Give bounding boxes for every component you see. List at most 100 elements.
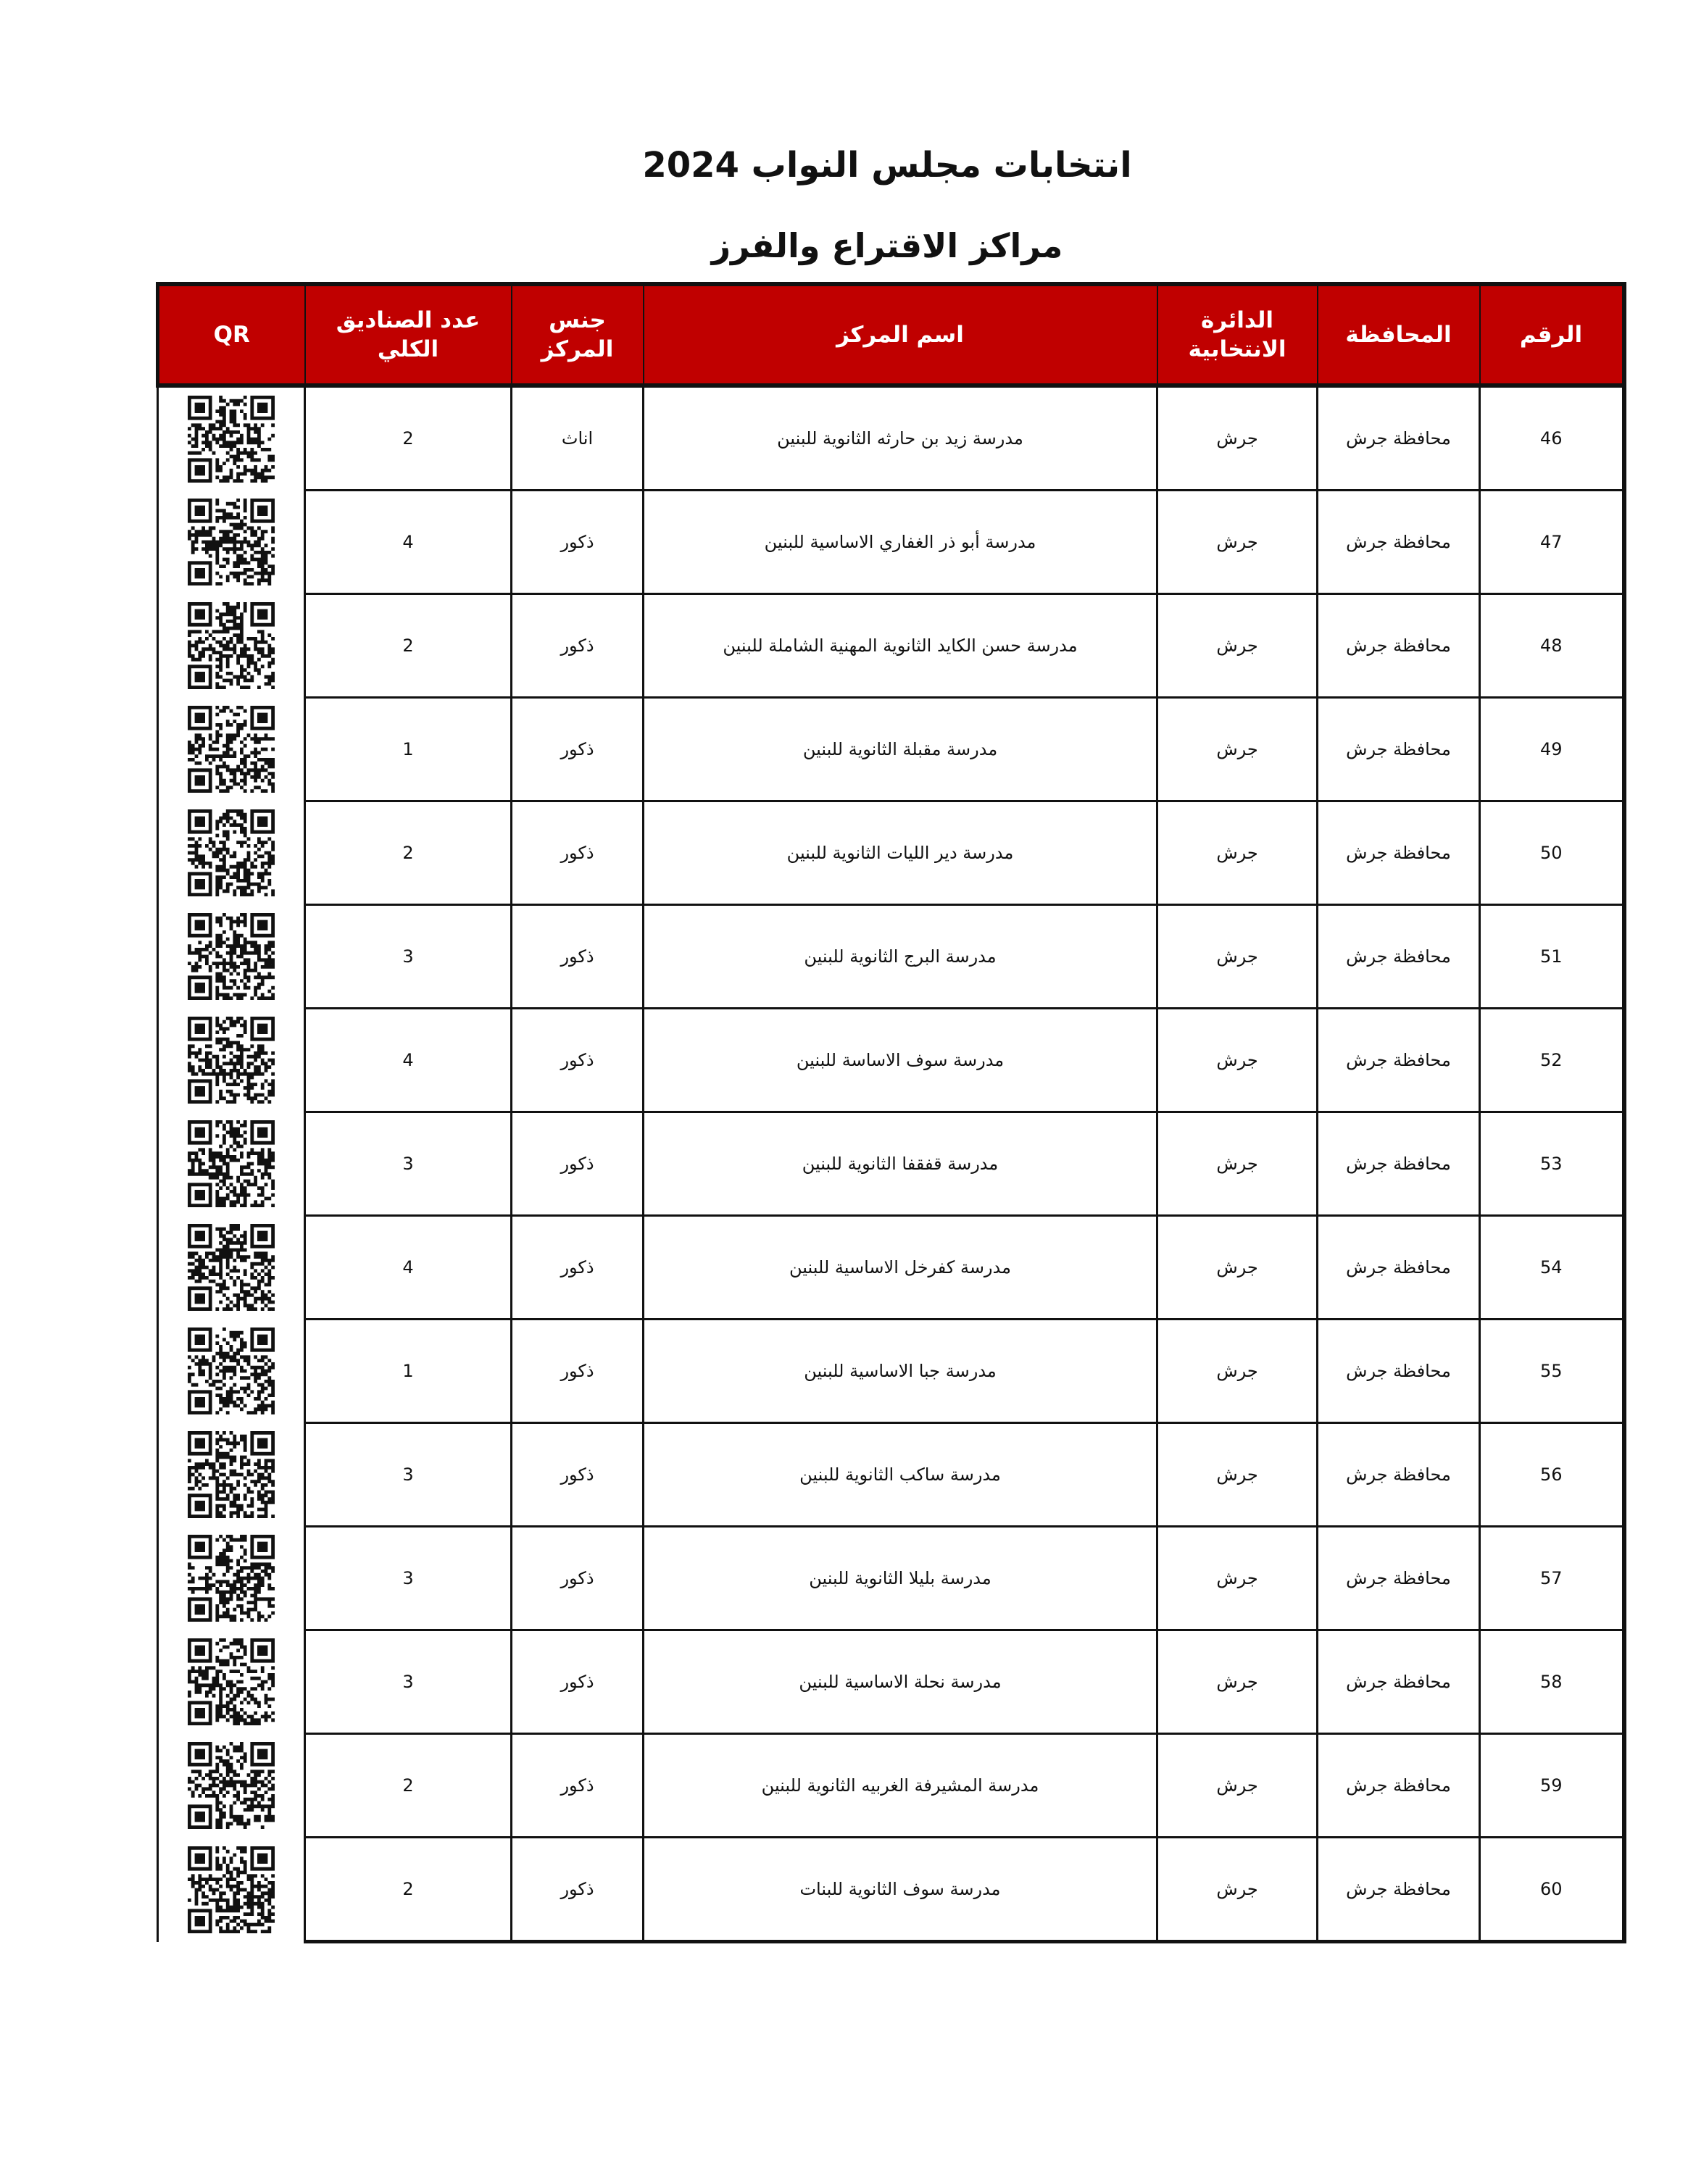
header-total-boxes: عدد الصناديق الكلي xyxy=(304,282,512,388)
center-name-cell: مدرسة سوف الثانوية للبنات xyxy=(642,1836,1158,1943)
total-boxes-cell: 2 xyxy=(304,1836,512,1943)
table-row: 53 محافظة جرش جرش مدرسة قفقفا الثانوية للبن… xyxy=(157,1111,1626,1217)
governorate-cell: محافظة جرش xyxy=(1316,1318,1481,1424)
center-gender-cell: ذكور xyxy=(510,1318,644,1424)
total-boxes-cell: 3 xyxy=(304,1422,512,1527)
total-boxes-cell: 1 xyxy=(304,1318,512,1424)
qr-code-cell xyxy=(157,801,306,905)
total-boxes-cell: 2 xyxy=(304,800,512,906)
center-gender-cell: اناث xyxy=(510,384,644,491)
center-gender-cell: ذكور xyxy=(510,593,644,699)
total-boxes-cell: 3 xyxy=(304,1525,512,1631)
center-name-cell: مدرسة قفقفا الثانوية للبنين xyxy=(642,1111,1158,1217)
district-cell: جرش xyxy=(1156,800,1318,906)
header-center-name: اسم المركز xyxy=(642,282,1158,388)
row-number: 47 xyxy=(1479,489,1626,595)
qr-code-icon[interactable] xyxy=(159,1328,304,1414)
qr-code-icon[interactable] xyxy=(159,1535,304,1622)
row-number: 58 xyxy=(1479,1629,1626,1735)
table-row: 60 محافظة جرش جرش مدرسة سوف الثانوية للبنات… xyxy=(157,1836,1626,1943)
qr-code-icon[interactable] xyxy=(159,1120,304,1207)
center-name-cell: مدرسة زيد بن حارثه الثانوية للبنين xyxy=(642,384,1158,491)
qr-code-cell xyxy=(157,1215,306,1320)
center-gender-cell: ذكور xyxy=(510,1422,644,1527)
governorate-cell: محافظة جرش xyxy=(1316,1525,1481,1631)
qr-code-cell xyxy=(157,904,306,1009)
row-number: 56 xyxy=(1479,1422,1626,1527)
center-name-cell: مدرسة ساكب الثانوية للبنين xyxy=(642,1422,1158,1527)
qr-code-cell xyxy=(157,1837,306,1942)
header-number: الرقم xyxy=(1479,282,1626,388)
row-number: 54 xyxy=(1479,1214,1626,1320)
table-row: 50 محافظة جرش جرش مدرسة دير الليات الثانوية… xyxy=(157,800,1626,906)
center-name-cell: مدرسة نحلة الاساسية للبنين xyxy=(642,1629,1158,1735)
qr-code-icon[interactable] xyxy=(159,1742,304,1829)
qr-code-icon[interactable] xyxy=(159,1846,304,1933)
table-row: 54 محافظة جرش جرش مدرسة كفرخل الاساسية للبن… xyxy=(157,1214,1626,1320)
center-name-cell: مدرسة البرج الثانوية للبنين xyxy=(642,904,1158,1009)
row-number: 52 xyxy=(1479,1007,1626,1113)
center-name-cell: مدرسة دير الليات الثانوية للبنين xyxy=(642,800,1158,906)
center-name-cell: مدرسة المشيرفة الغربيه الثانوية للبنين xyxy=(642,1733,1158,1838)
total-boxes-cell: 3 xyxy=(304,1629,512,1735)
qr-code-icon[interactable] xyxy=(159,809,304,896)
polling-centers-table: الرقم المحافظة الدائرة الانتخابية اسم ال… xyxy=(156,282,1626,1943)
district-cell: جرش xyxy=(1156,1318,1318,1424)
center-gender-cell: ذكور xyxy=(510,1733,644,1838)
qr-code-icon[interactable] xyxy=(159,913,304,1000)
qr-code-icon[interactable] xyxy=(159,602,304,689)
total-boxes-cell: 4 xyxy=(304,489,512,595)
qr-code-cell xyxy=(157,1630,306,1734)
qr-code-icon[interactable] xyxy=(159,1431,304,1518)
total-boxes-cell: 3 xyxy=(304,1111,512,1217)
qr-code-cell xyxy=(157,385,306,491)
center-name-cell: مدرسة سوف الاساسة للبنين xyxy=(642,1007,1158,1113)
center-gender-cell: ذكور xyxy=(510,1629,644,1735)
row-number: 51 xyxy=(1479,904,1626,1009)
header-center-gender: جنس المركز xyxy=(510,282,644,388)
center-gender-cell: ذكور xyxy=(510,904,644,1009)
center-gender-cell: ذكور xyxy=(510,696,644,802)
qr-code-icon[interactable] xyxy=(159,1224,304,1311)
row-number: 57 xyxy=(1479,1525,1626,1631)
center-name-cell: مدرسة بليلا الثانوية للبنين xyxy=(642,1525,1158,1631)
qr-code-icon[interactable] xyxy=(159,1638,304,1725)
row-number: 55 xyxy=(1479,1318,1626,1424)
center-gender-cell: ذكور xyxy=(510,489,644,595)
qr-code-cell xyxy=(157,1112,306,1216)
center-gender-cell: ذكور xyxy=(510,1111,644,1217)
total-boxes-cell: 1 xyxy=(304,696,512,802)
table-row: 58 محافظة جرش جرش مدرسة نحلة الاساسية للبني… xyxy=(157,1629,1626,1735)
governorate-cell: محافظة جرش xyxy=(1316,1007,1481,1113)
header-governorate: المحافظة xyxy=(1316,282,1481,388)
table-row: 49 محافظة جرش جرش مدرسة مقبلة الثانوية للبن… xyxy=(157,696,1626,802)
center-name-cell: مدرسة جبا الاساسية للبنين xyxy=(642,1318,1158,1424)
district-cell: جرش xyxy=(1156,489,1318,595)
qr-code-cell xyxy=(157,1319,306,1423)
qr-code-icon[interactable] xyxy=(159,706,304,793)
governorate-cell: محافظة جرش xyxy=(1316,1733,1481,1838)
district-cell: جرش xyxy=(1156,593,1318,699)
governorate-cell: محافظة جرش xyxy=(1316,593,1481,699)
total-boxes-cell: 2 xyxy=(304,593,512,699)
district-cell: جرش xyxy=(1156,1733,1318,1838)
table-row: 56 محافظة جرش جرش مدرسة ساكب الثانوية للبني… xyxy=(157,1422,1626,1527)
total-boxes-cell: 3 xyxy=(304,904,512,1009)
table-row: 47 محافظة جرش جرش مدرسة أبو ذر الغفاري الاس… xyxy=(157,489,1626,595)
district-cell: جرش xyxy=(1156,1525,1318,1631)
table-row: 55 محافظة جرش جرش مدرسة جبا الاساسية للبنين… xyxy=(157,1318,1626,1424)
center-name-cell: مدرسة حسن الكايد الثانوية المهنية الشامل… xyxy=(642,593,1158,699)
page-title: انتخابات مجلس النواب 2024 xyxy=(642,145,1132,186)
total-boxes-cell: 4 xyxy=(304,1214,512,1320)
governorate-cell: محافظة جرش xyxy=(1316,1836,1481,1943)
qr-code-cell xyxy=(157,490,306,594)
governorate-cell: محافظة جرش xyxy=(1316,489,1481,595)
center-name-cell: مدرسة كفرخل الاساسية للبنين xyxy=(642,1214,1158,1320)
header-district: الدائرة الانتخابية xyxy=(1156,282,1318,388)
qr-code-icon[interactable] xyxy=(159,499,304,585)
qr-code-icon[interactable] xyxy=(159,1017,304,1104)
qr-code-icon[interactable] xyxy=(159,395,304,483)
governorate-cell: محافظة جرش xyxy=(1316,1214,1481,1320)
governorate-cell: محافظة جرش xyxy=(1316,1629,1481,1735)
district-cell: جرش xyxy=(1156,696,1318,802)
